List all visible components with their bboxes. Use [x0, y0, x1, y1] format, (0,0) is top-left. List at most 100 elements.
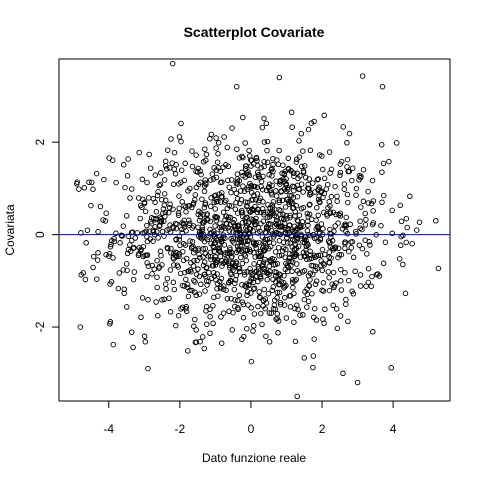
data-point: [394, 141, 399, 146]
data-point: [271, 200, 276, 205]
data-point: [408, 194, 413, 199]
data-point: [326, 270, 331, 275]
data-point: [339, 279, 344, 284]
data-point: [241, 184, 246, 189]
data-point: [154, 300, 159, 305]
data-point: [117, 271, 122, 276]
data-point: [172, 150, 177, 155]
data-point: [168, 268, 173, 273]
data-point: [252, 312, 257, 317]
data-point: [146, 366, 151, 371]
data-point: [124, 214, 129, 219]
data-point: [91, 265, 96, 270]
data-point: [288, 305, 293, 310]
data-point: [252, 262, 257, 267]
data-point: [436, 266, 441, 271]
data-point: [82, 186, 87, 191]
data-point: [267, 340, 272, 345]
data-point: [170, 61, 175, 66]
data-point: [404, 240, 409, 245]
data-point: [129, 187, 134, 192]
data-point: [187, 218, 192, 223]
data-point: [222, 135, 227, 140]
data-point: [358, 273, 363, 278]
data-point: [410, 241, 415, 246]
data-point: [245, 326, 250, 331]
data-point: [179, 168, 184, 173]
data-point: [215, 160, 220, 165]
data-point: [140, 177, 145, 182]
data-point: [102, 177, 107, 182]
data-point: [158, 249, 163, 254]
data-point: [380, 84, 385, 89]
data-point: [216, 141, 221, 146]
data-point: [222, 243, 227, 248]
data-point: [305, 305, 310, 310]
data-point: [302, 356, 307, 361]
data-point: [137, 150, 142, 155]
data-point: [367, 240, 372, 245]
data-point: [209, 132, 214, 137]
data-point: [116, 286, 121, 291]
data-point: [321, 281, 326, 286]
data-point: [371, 330, 376, 335]
data-point: [335, 194, 340, 199]
data-point: [339, 267, 344, 272]
data-point: [322, 113, 327, 118]
data-point: [360, 246, 365, 251]
data-point: [284, 316, 289, 321]
data-point: [260, 322, 265, 327]
data-point: [297, 139, 302, 144]
data-point: [168, 310, 173, 315]
data-point: [381, 261, 386, 266]
plot-frame: [59, 59, 450, 401]
data-point: [256, 304, 261, 309]
data-point: [214, 146, 219, 151]
data-point: [342, 187, 347, 192]
data-point: [94, 277, 99, 282]
data-point: [282, 295, 287, 300]
data-point: [139, 315, 144, 320]
data-point: [291, 285, 296, 290]
data-point: [265, 148, 270, 153]
data-point: [341, 125, 346, 130]
data-point: [202, 189, 207, 194]
data-point: [358, 284, 363, 289]
data-point: [358, 219, 363, 224]
data-point: [403, 291, 408, 296]
data-point: [333, 184, 338, 189]
y-tick-label: -2: [33, 321, 47, 332]
data-point: [111, 342, 116, 347]
data-point: [123, 185, 128, 190]
data-point: [312, 306, 317, 311]
data-point: [355, 380, 360, 385]
data-point: [183, 161, 188, 166]
data-point: [227, 185, 232, 190]
data-point: [154, 209, 159, 214]
data-point: [336, 221, 341, 226]
data-point: [351, 255, 356, 260]
data-point: [96, 251, 101, 256]
x-tick-label: 0: [248, 422, 255, 436]
data-point: [179, 139, 184, 144]
data-point: [208, 137, 213, 142]
data-point: [193, 280, 198, 285]
data-point: [212, 295, 217, 300]
data-point: [89, 203, 94, 208]
data-point: [94, 171, 99, 176]
data-point: [346, 200, 351, 205]
data-point: [334, 307, 339, 312]
chart-title: Scatterplot Covariate: [184, 24, 325, 40]
data-point: [232, 287, 237, 292]
data-point: [165, 148, 170, 153]
data-point: [211, 321, 216, 326]
data-point: [184, 210, 189, 215]
data-point: [145, 274, 150, 279]
data-point: [211, 303, 216, 308]
data-point: [276, 245, 281, 250]
data-point: [262, 287, 267, 292]
data-point: [171, 182, 176, 187]
data-point: [98, 204, 103, 209]
data-point: [96, 229, 101, 234]
data-point: [243, 141, 248, 146]
